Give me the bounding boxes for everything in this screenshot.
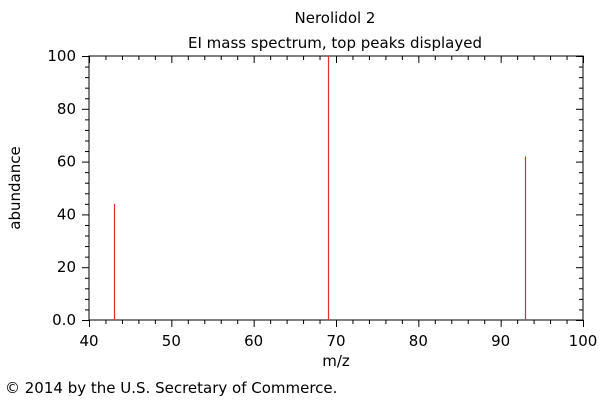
y-tick-label: 100 [47, 47, 76, 65]
x-tick-label: 90 [491, 332, 510, 350]
x-tick-label: 70 [326, 332, 345, 350]
y-axis-label: abundance [6, 146, 24, 229]
x-tick-label: 100 [569, 332, 598, 350]
tick-labels: 40 50 60 70 80 90 100 0.0 20 40 60 80 100 [47, 47, 597, 350]
y-tick-label: 80 [57, 100, 76, 118]
chart-subtitle: EI mass spectrum, top peaks displayed [188, 34, 482, 52]
plot-frame [88, 55, 584, 321]
axis-ticks [82, 56, 584, 327]
peak-series [113, 56, 527, 320]
y-tick-label: 0.0 [52, 311, 76, 329]
x-tick-label: 60 [244, 332, 263, 350]
x-tick-label: 50 [162, 332, 181, 350]
y-tick-label: 20 [57, 258, 76, 276]
x-tick-label: 40 [79, 332, 98, 350]
chart-title: Nerolidol 2 [295, 9, 376, 27]
copyright-notice: © 2014 by the U.S. Secretary of Commerce… [5, 379, 338, 397]
x-tick-label: 80 [409, 332, 428, 350]
x-axis-label: m/z [322, 352, 350, 370]
y-tick-label: 60 [57, 153, 76, 171]
y-tick-label: 40 [57, 205, 76, 223]
